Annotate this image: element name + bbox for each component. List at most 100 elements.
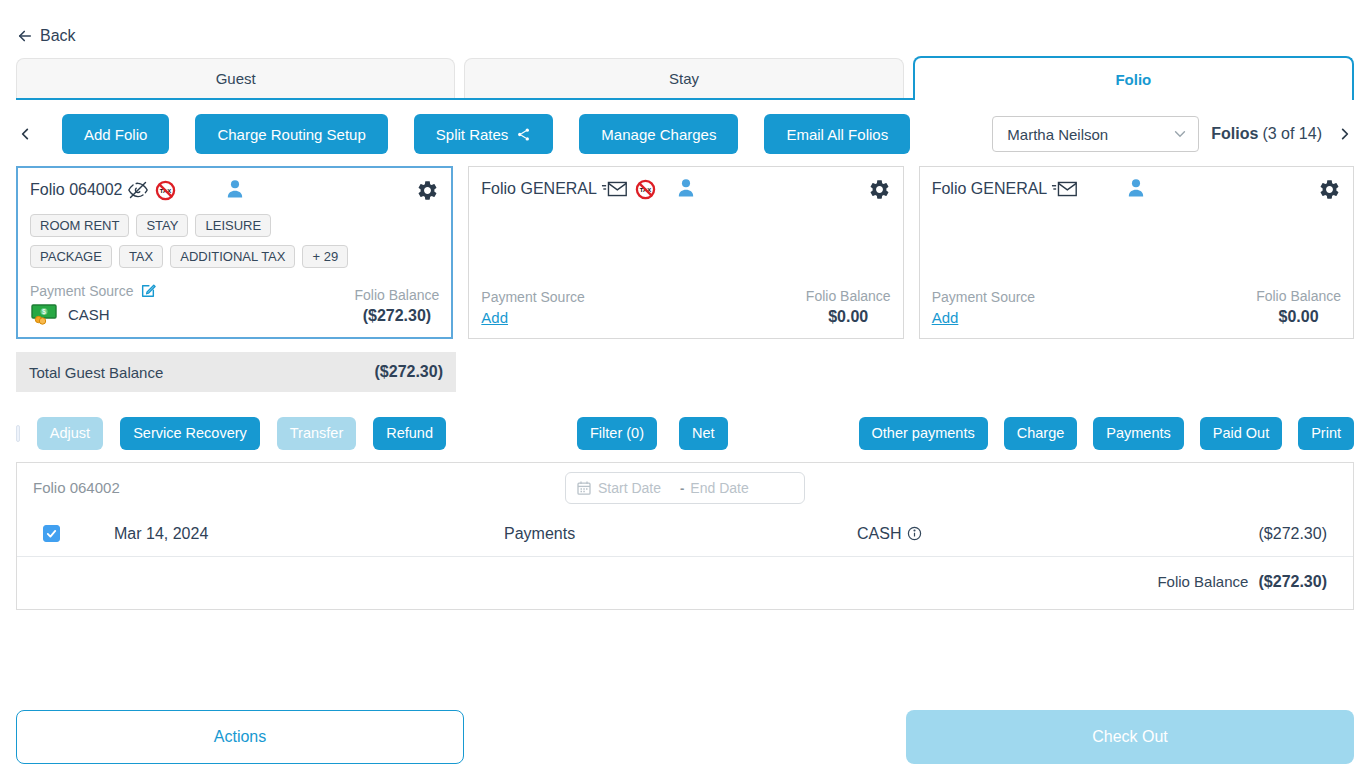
email-all-folios-label: Email All Folios	[786, 126, 888, 143]
charge-routing-setup-button[interactable]: Charge Routing Setup	[195, 114, 387, 154]
transfer-button[interactable]: Transfer	[277, 417, 356, 450]
filter-button[interactable]: Filter (0)	[577, 417, 657, 450]
table-folio-balance-value: ($272.30)	[1259, 573, 1328, 590]
edit-payment-source-icon[interactable]	[140, 283, 156, 299]
paid-out-button[interactable]: Paid Out	[1200, 417, 1282, 450]
check-out-button[interactable]: Check Out	[906, 710, 1354, 764]
folios-count: (3 of 14)	[1262, 125, 1322, 143]
guest-selector-dropdown[interactable]: Martha Neilson	[992, 116, 1199, 152]
tab-stay[interactable]: Stay	[464, 58, 903, 98]
folio-toolbar: Add Folio Charge Routing Setup Split Rat…	[16, 114, 1354, 154]
tab-folio[interactable]: Folio	[913, 56, 1354, 100]
add-folio-button[interactable]: Add Folio	[62, 114, 169, 154]
tab-guest[interactable]: Guest	[16, 58, 455, 98]
folio-cards-row: Folio 064002 TAX ROOM RENT	[16, 166, 1354, 339]
tax-exempt-icon: TAX	[635, 179, 656, 200]
table-folio-balance-label: Folio Balance	[1157, 573, 1248, 590]
folio-card-general-1[interactable]: Folio GENERAL TAX Paym	[468, 166, 903, 339]
info-icon[interactable]	[907, 526, 922, 541]
chevron-down-icon	[1172, 126, 1188, 142]
folio-balance-value: $0.00	[828, 308, 868, 326]
payments-button[interactable]: Payments	[1093, 417, 1183, 450]
folio-actions-row: Adjust Service Recovery Transfer Refund …	[16, 416, 1354, 450]
folio-tag: LEISURE	[195, 214, 271, 237]
folio-title: Folio GENERAL	[932, 180, 1048, 198]
guest-person-icon[interactable]	[675, 177, 697, 199]
folio-balance-label: Folio Balance	[1256, 288, 1341, 304]
folio-card-header: Folio GENERAL	[932, 176, 1341, 202]
toolbar-right-group: Martha Neilson Folios (3 of 14)	[992, 116, 1354, 152]
email-all-folios-button[interactable]: Email All Folios	[764, 114, 910, 154]
date-range-filter[interactable]: -	[565, 472, 805, 504]
print-button[interactable]: Print	[1298, 417, 1354, 450]
refund-button[interactable]: Refund	[373, 417, 446, 450]
add-payment-source-link[interactable]: Add	[932, 309, 959, 326]
folio-settings-gear-icon[interactable]	[1318, 178, 1341, 201]
back-arrow-icon	[16, 27, 34, 45]
folio-tag-list: ROOM RENT STAY LEISURE PACKAGE TAX ADDIT…	[30, 214, 349, 268]
next-folios-chevron[interactable]	[1334, 125, 1354, 143]
transaction-amount: ($272.30)	[1107, 525, 1327, 543]
calendar-icon	[576, 480, 592, 496]
folio-balance-value: ($272.30)	[363, 307, 432, 325]
folio-tag: PACKAGE	[30, 245, 112, 268]
back-button[interactable]: Back	[16, 26, 1354, 46]
tab-guest-label: Guest	[216, 70, 256, 87]
other-payments-button[interactable]: Other payments	[859, 417, 988, 450]
folios-counter: Folios (3 of 14)	[1211, 125, 1322, 143]
prev-folios-chevron[interactable]	[16, 125, 36, 143]
folio-balance-label: Folio Balance	[806, 288, 891, 304]
email-sent-icon	[601, 180, 629, 198]
payment-balance-row: Payment Source Add Folio Balance $0.00	[481, 288, 890, 326]
guest-person-icon[interactable]	[224, 178, 246, 200]
manage-charges-button[interactable]: Manage Charges	[579, 114, 738, 154]
row-checkbox[interactable]	[43, 525, 60, 542]
adjust-button[interactable]: Adjust	[37, 417, 103, 450]
folio-tag: ROOM RENT	[30, 214, 129, 237]
folio-card-header: Folio GENERAL TAX	[481, 176, 890, 202]
folio-tag: ADDITIONAL TAX	[170, 245, 295, 268]
folio-tag: STAY	[136, 214, 188, 237]
select-all-checkbox[interactable]	[16, 425, 20, 442]
tax-exempt-icon: TAX	[155, 180, 176, 201]
add-payment-source-link[interactable]: Add	[481, 309, 508, 326]
folio-tag-more[interactable]: + 29	[302, 245, 348, 268]
payment-source-label: Payment Source	[932, 289, 1036, 305]
add-folio-label: Add Folio	[84, 126, 147, 143]
split-rates-button[interactable]: Split Rates	[414, 114, 554, 154]
folio-card-general-2[interactable]: Folio GENERAL Payment Source Add	[919, 166, 1354, 339]
folio-card-064002[interactable]: Folio 064002 TAX ROOM RENT	[16, 166, 453, 339]
end-date-input[interactable]	[690, 480, 766, 496]
table-footer: Folio Balance ($272.30)	[17, 557, 1353, 609]
payment-source-value: CASH	[68, 306, 110, 323]
svg-text:$: $	[42, 308, 46, 316]
toolbar-left-group: Add Folio Charge Routing Setup Split Rat…	[16, 114, 910, 154]
folio-card-header: Folio 064002 TAX	[30, 177, 439, 203]
eye-slash-icon	[127, 180, 149, 200]
actions-button[interactable]: Actions	[16, 710, 464, 764]
back-label: Back	[40, 27, 76, 45]
start-date-input[interactable]	[598, 480, 674, 496]
folio-page: Back Guest Stay Folio Add Folio Charge R…	[0, 26, 1370, 783]
tab-stay-label: Stay	[669, 70, 699, 87]
total-guest-balance-label: Total Guest Balance	[29, 364, 163, 381]
charge-routing-setup-label: Charge Routing Setup	[217, 126, 365, 143]
folio-settings-gear-icon[interactable]	[868, 178, 891, 201]
transaction-date: Mar 14, 2024	[114, 525, 504, 543]
payment-balance-row: Payment Source Add Folio Balance $0.00	[932, 288, 1341, 326]
folio-settings-gear-icon[interactable]	[416, 179, 439, 202]
guest-person-icon[interactable]	[1125, 177, 1147, 199]
tab-bar: Guest Stay Folio	[16, 58, 1354, 100]
actions-left-group: Adjust Service Recovery Transfer Refund	[16, 417, 446, 450]
service-recovery-button[interactable]: Service Recovery	[120, 417, 260, 450]
total-guest-balance-value: ($272.30)	[375, 363, 444, 381]
folio-title: Folio GENERAL	[481, 180, 597, 198]
net-button[interactable]: Net	[679, 417, 728, 450]
folios-label: Folios	[1211, 125, 1258, 143]
folio-transactions-table: Folio 064002 - Mar 14, 2024 Payments CAS…	[16, 462, 1354, 610]
total-guest-balance-bar: Total Guest Balance ($272.30)	[16, 352, 456, 392]
charge-button[interactable]: Charge	[1004, 417, 1078, 450]
transaction-row[interactable]: Mar 14, 2024 Payments CASH ($272.30)	[17, 511, 1353, 557]
bottom-button-row: Actions Check Out	[16, 710, 1354, 764]
email-sent-icon	[1051, 180, 1079, 198]
